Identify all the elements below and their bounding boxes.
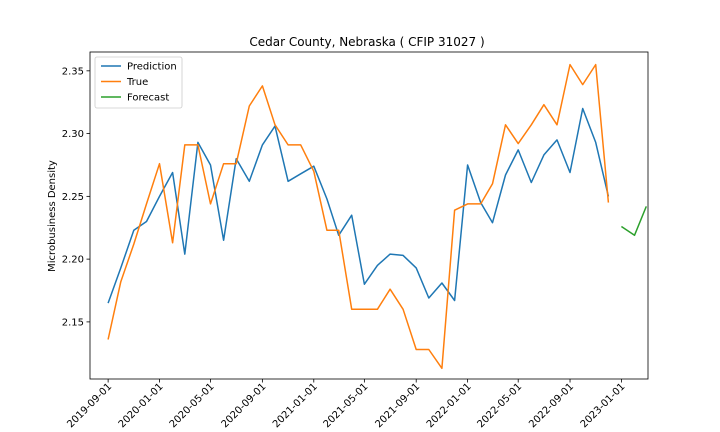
y-tick-label: 2.15 [62,317,84,328]
legend-label-forecast: Forecast [127,93,169,104]
x-tick-label: 2019-09-01 [65,381,114,430]
legend: Prediction True Forecast [94,56,183,109]
y-tick-label: 2.35 [62,66,84,77]
x-tick-label: 2023-01-01 [579,381,628,430]
series-line-prediction [107,107,610,304]
x-tick-label: 2021-01-01 [271,381,320,430]
legend-label-true: True [126,77,148,88]
tick-marks: 2.15 2.20 2.25 2.30 2.35 2019-09-01 2020-01-01… [62,66,628,430]
x-tick-label: 2020-01-01 [117,381,166,430]
chart-title: Cedar County, Nebraska ( CFIP 31027 ) [249,35,484,49]
x-tick-label: 2020-09-01 [220,381,269,430]
y-tick-label: 2.30 [62,129,84,140]
series-line-forecast [620,206,647,237]
legend-box [94,56,183,109]
plot-frame [89,51,649,380]
x-tick-label: 2022-01-01 [425,381,474,430]
series-line-true [107,63,610,370]
legend-label-prediction: Prediction [127,62,177,73]
x-tick-label: 2021-09-01 [373,381,422,430]
series-lines [107,63,647,370]
x-tick-label: 2020-05-01 [168,381,217,430]
y-tick-label: 2.25 [62,192,84,203]
x-tick-label: 2022-05-01 [475,381,524,430]
y-tick-label: 2.20 [62,255,84,266]
x-tick-label: 2022-09-01 [527,381,576,430]
y-axis-title: Microbusiness Density [47,160,58,272]
x-tick-label: 2021-05-01 [322,381,371,430]
